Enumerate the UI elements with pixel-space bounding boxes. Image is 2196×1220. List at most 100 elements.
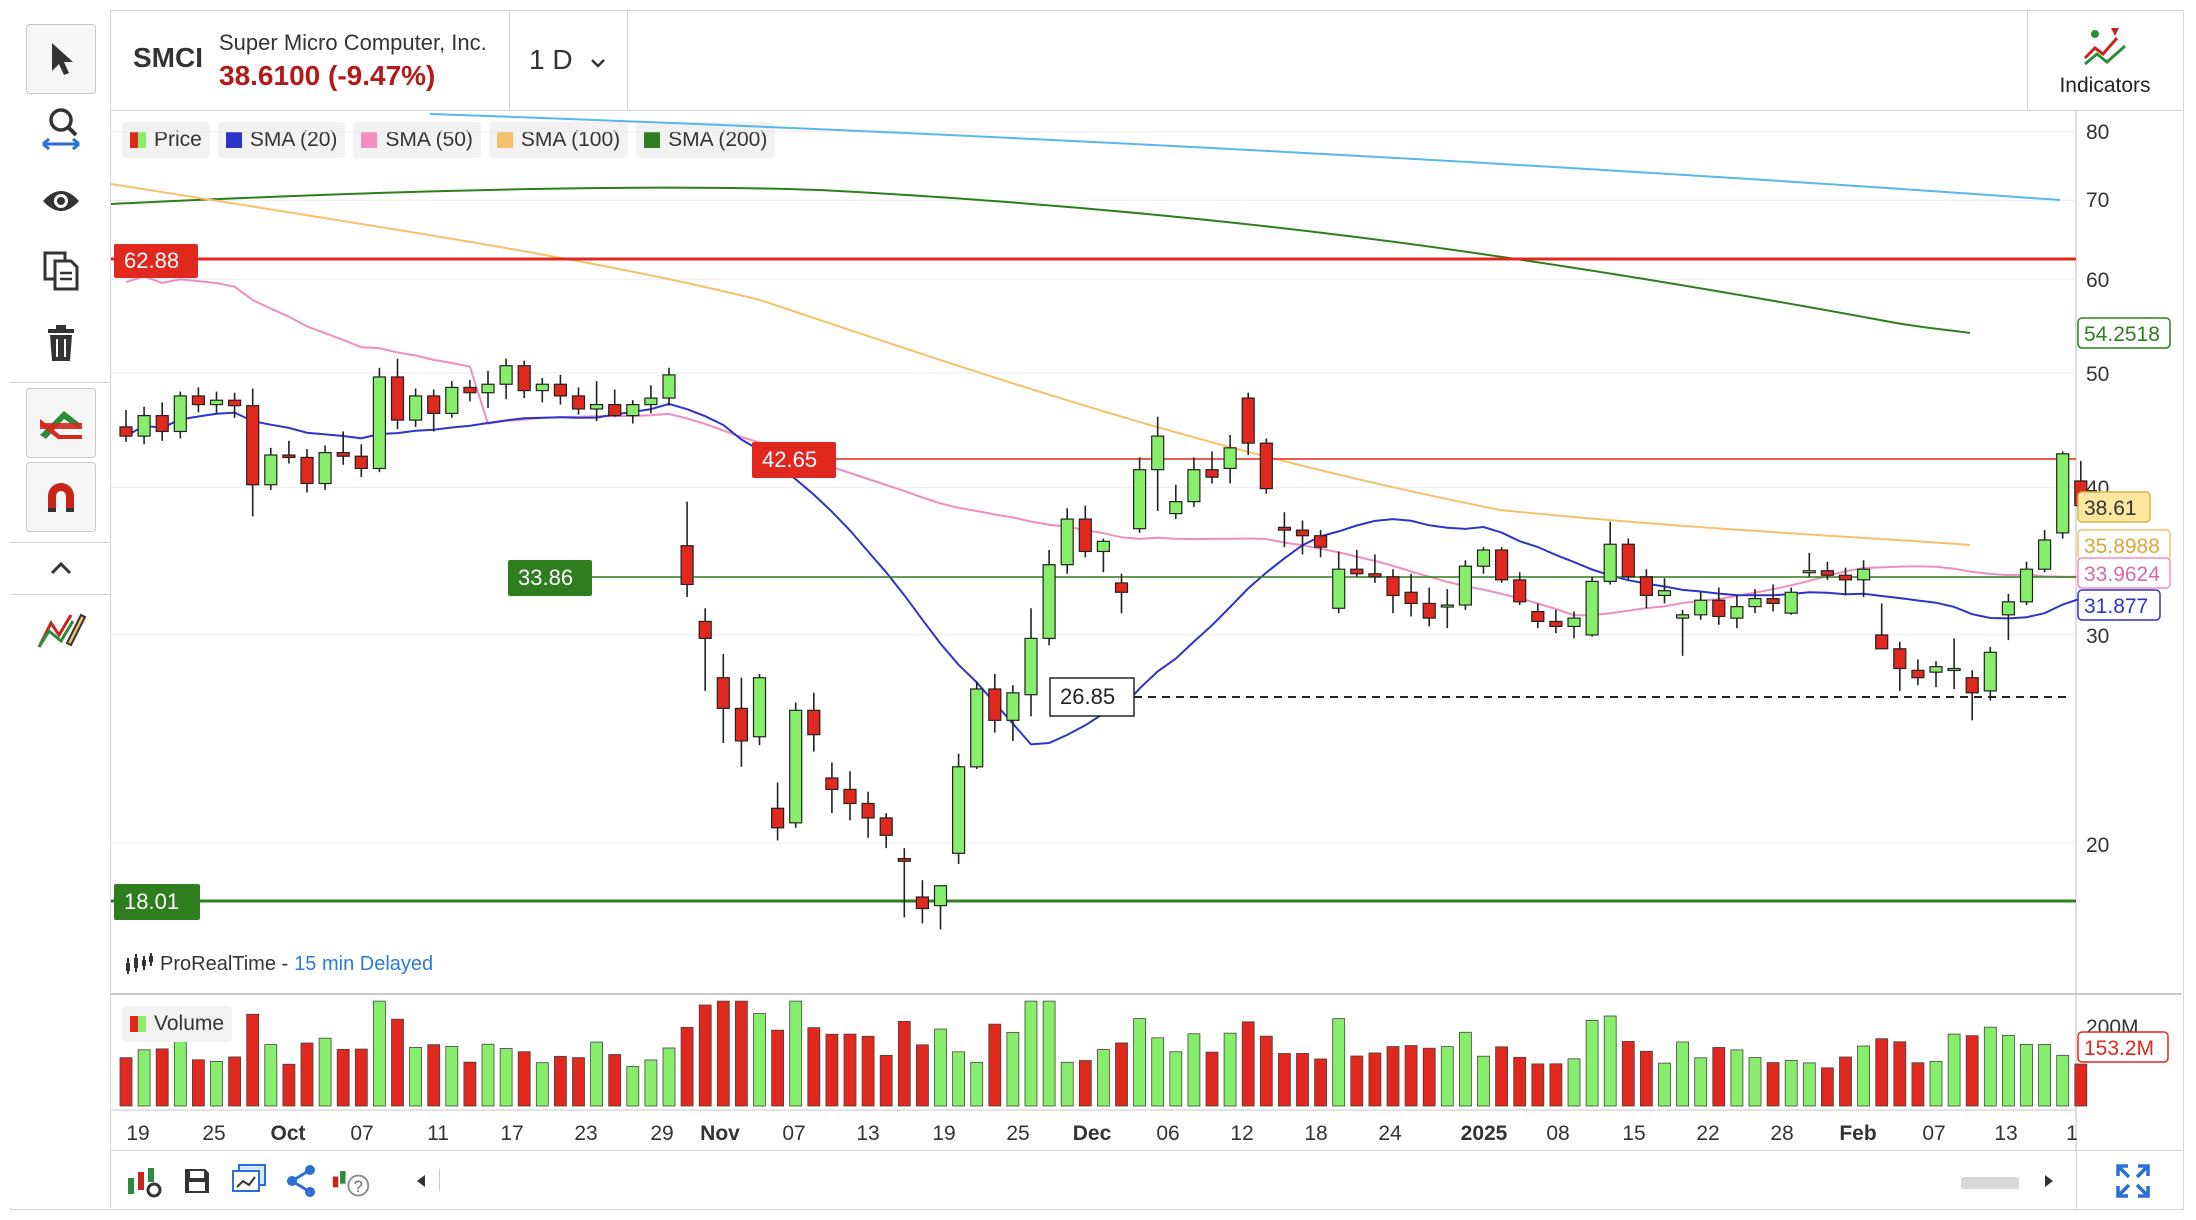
candle[interactable] (155, 402, 169, 441)
trend-tool-button[interactable] (26, 388, 96, 458)
candle[interactable] (1639, 569, 1654, 609)
candle[interactable] (1241, 392, 1255, 456)
candle[interactable] (1712, 587, 1726, 625)
candle[interactable] (1730, 595, 1744, 629)
candle[interactable] (264, 447, 278, 490)
legend-sma50[interactable]: SMA (50) (353, 122, 481, 158)
candle[interactable] (1187, 457, 1201, 507)
legend-volume[interactable]: Volume (122, 1006, 233, 1042)
candle[interactable] (1531, 603, 1545, 629)
candle[interactable] (879, 813, 893, 849)
candle[interactable] (698, 608, 712, 691)
visibility-tool-button[interactable] (26, 166, 96, 236)
candle[interactable] (2019, 561, 2034, 606)
symbol-label[interactable]: SMCI (133, 42, 203, 73)
legend-sma20[interactable]: SMA (20) (217, 122, 346, 158)
candle[interactable] (608, 389, 622, 417)
candle[interactable] (1422, 587, 1436, 627)
candle[interactable] (789, 702, 803, 828)
candle[interactable] (662, 367, 676, 406)
candle[interactable] (1313, 530, 1328, 558)
candle[interactable] (209, 391, 224, 414)
candle[interactable] (1784, 587, 1798, 615)
candle[interactable] (1875, 603, 1889, 650)
candle[interactable] (1494, 547, 1509, 583)
candle[interactable] (1151, 416, 1165, 511)
candle[interactable] (752, 674, 767, 746)
legend-price[interactable]: Price (122, 122, 210, 158)
candle[interactable] (1042, 550, 1056, 646)
candle[interactable] (390, 358, 405, 430)
candle[interactable] (807, 692, 821, 752)
candle[interactable] (409, 388, 423, 427)
candle[interactable] (1513, 572, 1527, 606)
candle[interactable] (1802, 552, 1816, 577)
candle[interactable] (463, 380, 477, 402)
candle[interactable] (1603, 521, 1617, 585)
candle[interactable] (571, 387, 586, 415)
candle[interactable] (970, 681, 984, 770)
candle[interactable] (1820, 561, 1835, 580)
candle[interactable] (1277, 512, 1292, 548)
candle[interactable] (680, 501, 694, 598)
candle[interactable] (1838, 567, 1853, 596)
candle[interactable] (1440, 589, 1454, 629)
candle[interactable] (191, 387, 205, 413)
candle[interactable] (1205, 451, 1219, 484)
candle[interactable] (372, 367, 386, 473)
candle[interactable] (1295, 520, 1310, 555)
copy-tool-button[interactable] (26, 236, 96, 306)
candle[interactable] (1006, 685, 1020, 741)
candle[interactable] (1386, 569, 1400, 614)
candle[interactable] (1060, 508, 1074, 574)
share-button[interactable] (281, 1161, 321, 1201)
candle[interactable] (1911, 659, 1925, 686)
candle[interactable] (1169, 484, 1183, 520)
candle[interactable] (644, 385, 658, 414)
candle[interactable] (1748, 589, 1762, 614)
candle[interactable] (318, 445, 332, 490)
candle[interactable] (1567, 611, 1581, 639)
candle[interactable] (589, 381, 604, 422)
candle[interactable] (1132, 457, 1147, 533)
candle[interactable] (300, 449, 314, 493)
candle[interactable] (1585, 576, 1599, 637)
candle[interactable] (716, 654, 730, 744)
candle[interactable] (734, 677, 749, 767)
candle[interactable] (535, 377, 549, 403)
candle[interactable] (1458, 560, 1473, 610)
candle[interactable] (517, 360, 531, 399)
scroll-right-button[interactable] (2029, 1161, 2069, 1201)
candle[interactable] (1368, 554, 1382, 583)
candle[interactable] (1965, 670, 1979, 721)
candle[interactable] (553, 374, 568, 405)
candle[interactable] (2001, 593, 2016, 641)
candle[interactable] (988, 674, 1002, 733)
candle[interactable] (1856, 560, 1871, 598)
candle[interactable] (933, 885, 948, 930)
candle[interactable] (1947, 638, 1961, 689)
candle[interactable] (1657, 578, 1672, 604)
candle[interactable] (626, 400, 640, 424)
candle[interactable] (427, 389, 441, 432)
candle[interactable] (1350, 550, 1364, 577)
candle[interactable] (1621, 538, 1635, 580)
delete-tool-button[interactable] (26, 308, 96, 378)
candle[interactable] (336, 431, 350, 465)
candle[interactable] (1114, 573, 1129, 614)
scroll-left-button[interactable] (401, 1161, 441, 1201)
candle[interactable] (1476, 547, 1491, 574)
help-button[interactable]: ? (331, 1161, 371, 1201)
candle[interactable] (915, 880, 930, 924)
magnet-tool-button[interactable] (26, 462, 96, 532)
indicators-button[interactable]: Indicators (2027, 10, 2182, 110)
candle[interactable] (445, 381, 459, 418)
candle[interactable] (1694, 592, 1708, 620)
candle[interactable] (861, 791, 875, 838)
candle[interactable] (843, 771, 857, 821)
period-selector[interactable]: 1 D (529, 44, 606, 76)
candle[interactable] (137, 406, 151, 445)
layouts-button[interactable] (229, 1161, 269, 1201)
candle[interactable] (173, 391, 187, 439)
